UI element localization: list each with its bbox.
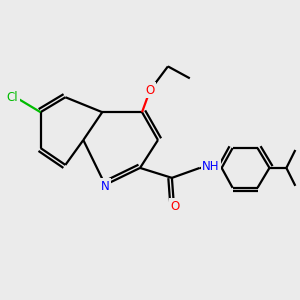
Text: O: O xyxy=(171,200,180,213)
Text: Cl: Cl xyxy=(7,91,19,104)
Text: NH: NH xyxy=(202,160,220,173)
Text: N: N xyxy=(101,180,110,193)
Text: O: O xyxy=(146,84,154,97)
